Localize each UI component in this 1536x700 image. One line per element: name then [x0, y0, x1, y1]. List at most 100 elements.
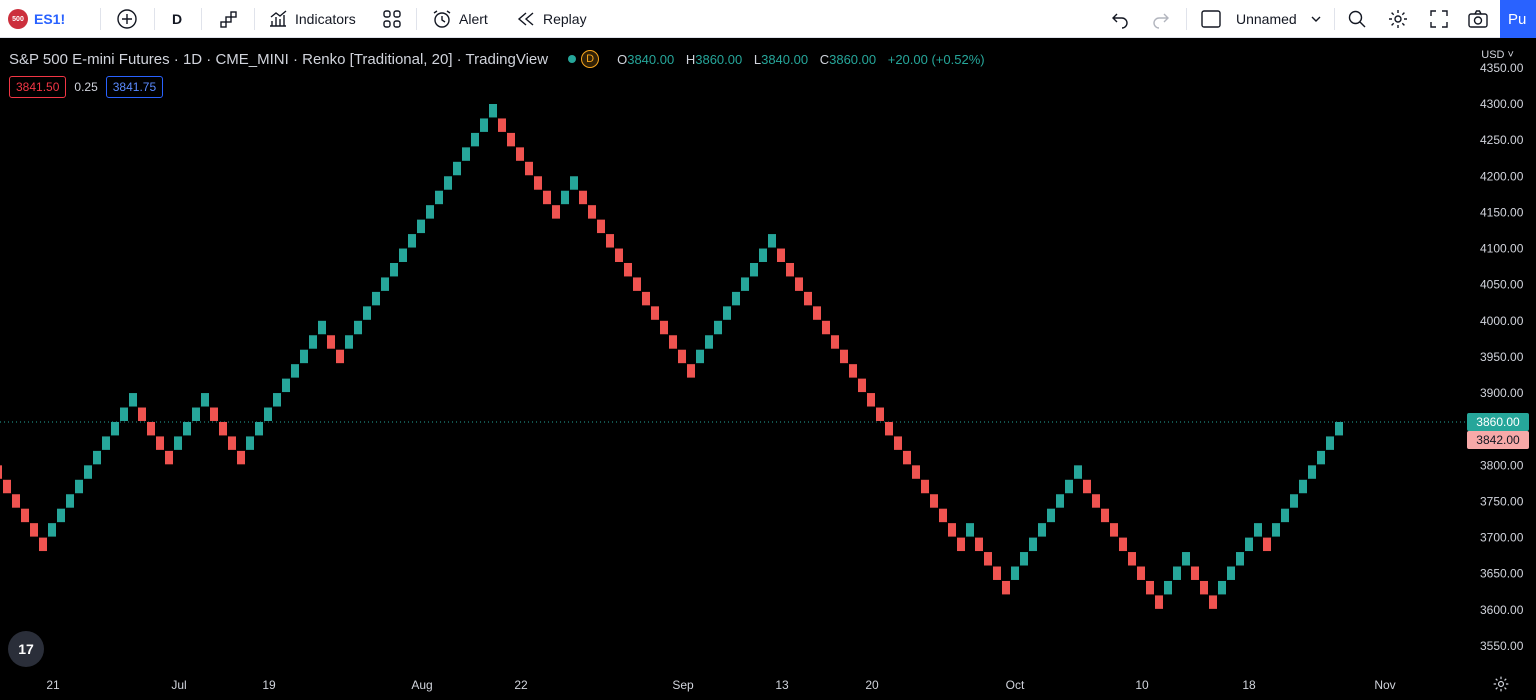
renko-brick	[1236, 552, 1244, 566]
renko-brick	[939, 508, 947, 523]
renko-brick	[840, 349, 848, 364]
renko-brick	[894, 436, 902, 450]
renko-brick	[183, 421, 191, 436]
renko-brick	[210, 407, 218, 421]
time-tick-label: Jul	[171, 678, 186, 692]
renko-brick	[147, 421, 155, 436]
renko-brick	[102, 436, 110, 450]
bid-price-label: 3842.00	[1476, 433, 1520, 447]
renko-brick	[1182, 552, 1190, 566]
renko-brick	[1056, 494, 1064, 508]
chart-type-button[interactable]	[218, 0, 240, 38]
time-tick-label: 18	[1242, 678, 1256, 692]
renko-brick	[579, 190, 587, 205]
renko-brick	[669, 335, 677, 349]
axis-settings-gear-icon[interactable]	[1492, 675, 1510, 693]
templates-button[interactable]	[381, 0, 403, 38]
time-tick-label: Sep	[672, 678, 694, 692]
renko-brick	[561, 190, 569, 205]
renko-brick	[660, 320, 668, 335]
snapshot-button[interactable]	[1467, 0, 1489, 38]
compare-symbol-button[interactable]	[116, 0, 138, 38]
renko-brick	[1173, 566, 1181, 580]
renko-brick	[1101, 508, 1109, 523]
renko-brick	[1209, 595, 1217, 609]
renko-plot[interactable]: 4350.00 4300.00 4250.00 4200.00 4150.00 4100.…	[0, 39, 1536, 700]
spread-value: 0.25	[74, 80, 98, 94]
renko-brick	[1110, 523, 1118, 537]
renko-brick	[219, 421, 227, 436]
renko-brick	[993, 566, 1001, 580]
toolbar-divider	[416, 8, 417, 30]
renko-brick	[1137, 566, 1145, 580]
renko-brick	[786, 262, 794, 277]
renko-brick	[39, 537, 47, 552]
renko-brick	[192, 407, 200, 421]
renko-brick	[1227, 566, 1235, 580]
renko-brick	[543, 190, 551, 205]
interval-button[interactable]: D	[172, 11, 183, 27]
renko-brick	[93, 450, 101, 465]
renko-brick	[516, 147, 524, 161]
sell-price-button[interactable]: 3841.50	[9, 76, 67, 98]
renko-brick	[66, 494, 74, 508]
bid-price-tag	[1467, 430, 1529, 449]
price-tick-label: 4350.00	[1480, 61, 1524, 75]
renko-brick	[867, 393, 875, 407]
renko-brick	[705, 335, 713, 349]
renko-brick	[444, 176, 452, 190]
search-button[interactable]	[1346, 0, 1368, 38]
renko-brick	[1047, 508, 1055, 523]
replay-button[interactable]: Replay	[515, 0, 587, 38]
renko-brick	[1263, 537, 1271, 552]
renko-brick	[534, 176, 542, 190]
renko-brick	[1092, 494, 1100, 508]
buy-price-button[interactable]: 3841.75	[105, 76, 164, 98]
currency-selector[interactable]: USD ˅	[1481, 49, 1514, 61]
undo-button[interactable]	[1109, 0, 1131, 38]
layout-menu-button[interactable]: Unnamed	[1200, 0, 1323, 38]
renko-brick	[921, 479, 929, 494]
market-status-dot[interactable]	[568, 55, 577, 63]
price-tick-label: 4150.00	[1480, 205, 1524, 219]
chart-pane[interactable]: 4350.00 4300.00 4250.00 4200.00 4150.00 4100.…	[0, 39, 1536, 700]
renko-brick	[174, 436, 182, 450]
renko-brick	[975, 537, 983, 552]
renko-brick	[318, 320, 326, 335]
indicators-button[interactable]: Indicators	[267, 0, 356, 38]
fullscreen-button[interactable]	[1428, 0, 1450, 38]
redo-button[interactable]	[1150, 0, 1172, 38]
high-value: 3860.00	[695, 51, 743, 67]
symbol-search-button[interactable]: 500 ES1!	[8, 0, 65, 38]
renko-brick	[723, 306, 731, 320]
renko-brick	[588, 205, 596, 219]
rewind-icon	[517, 12, 534, 26]
tradingview-logo[interactable]: 17	[8, 631, 44, 667]
publish-button[interactable]: Pu	[1500, 0, 1536, 38]
toolbar-divider	[254, 8, 255, 30]
renko-brick	[1218, 580, 1226, 595]
renko-brick	[111, 421, 119, 436]
alert-button[interactable]: Alert	[431, 0, 488, 38]
renko-brick	[408, 234, 416, 248]
settings-button[interactable]	[1387, 0, 1409, 38]
redo-icon	[1153, 13, 1169, 29]
toolbar-divider	[100, 8, 101, 30]
renko-brick	[750, 262, 758, 277]
renko-brick	[363, 306, 371, 320]
renko-brick	[237, 450, 245, 465]
price-tick-label: 3700.00	[1480, 531, 1524, 545]
renko-brick	[228, 436, 236, 450]
renko-brick	[1317, 450, 1325, 465]
delayed-data-badge[interactable]: D	[581, 50, 600, 68]
renko-brick	[849, 364, 857, 378]
renko-brick	[1308, 465, 1316, 479]
renko-brick	[282, 378, 290, 393]
renko-brick	[507, 132, 515, 147]
change-value: +20.00 (+0.52%)	[887, 51, 985, 67]
renko-brick	[246, 436, 254, 450]
alarm-clock-icon	[433, 10, 451, 28]
renko-brick	[1146, 580, 1154, 595]
renko-brick	[399, 248, 407, 262]
renko-brick	[552, 205, 560, 219]
